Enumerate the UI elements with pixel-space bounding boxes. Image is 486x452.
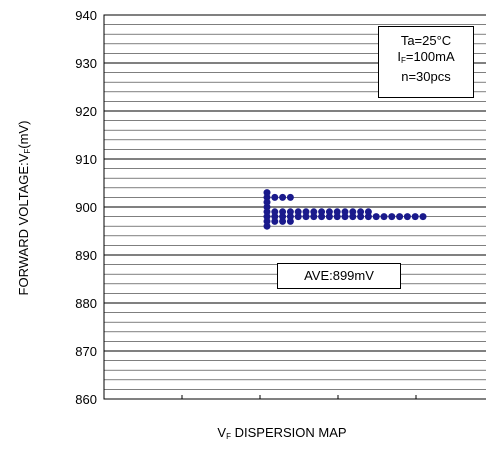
data-point	[294, 213, 302, 221]
data-point	[325, 213, 333, 221]
data-point	[263, 213, 271, 221]
data-point	[325, 208, 333, 216]
y-axis-label: FORWARD VOLTAGE:VF(mV)	[16, 120, 32, 296]
data-point	[318, 208, 326, 216]
x-axis-ticks	[181, 395, 417, 399]
data-point	[279, 213, 287, 221]
data-point	[263, 193, 271, 201]
y-tick-label: 920	[75, 104, 97, 119]
data-points	[263, 189, 427, 230]
data-point	[333, 208, 341, 216]
data-point	[279, 217, 287, 225]
conditions-annotation: Ta=25°C IF=100mA n=30pcs	[378, 26, 474, 98]
data-point	[364, 213, 372, 221]
data-point	[286, 208, 294, 216]
y-tick-labels: 860 870 880 890 900 910 920 930 940	[75, 8, 97, 407]
data-point	[271, 213, 279, 221]
y-tick-label: 880	[75, 296, 97, 311]
data-point	[271, 217, 279, 225]
data-point	[357, 213, 365, 221]
data-point	[263, 203, 271, 211]
data-point	[286, 213, 294, 221]
data-point	[302, 208, 310, 216]
data-point	[263, 222, 271, 230]
data-point	[286, 217, 294, 225]
data-point	[349, 213, 357, 221]
y-tick-label: 900	[75, 200, 97, 215]
data-point	[372, 213, 380, 221]
data-point	[419, 213, 427, 221]
data-point	[318, 213, 326, 221]
data-point	[302, 213, 310, 221]
data-point	[263, 198, 271, 206]
average-annotation: AVE:899mV	[277, 263, 401, 289]
data-point	[357, 208, 365, 216]
data-point	[263, 189, 271, 197]
data-point	[364, 208, 372, 216]
data-point	[263, 217, 271, 225]
data-point	[403, 213, 411, 221]
n-label: n=30pcs	[401, 69, 451, 84]
x-axis-label: VF DISPERSION MAP	[217, 425, 347, 441]
data-point	[310, 213, 318, 221]
plot-frame	[103, 14, 486, 400]
data-point	[263, 208, 271, 216]
data-point	[279, 193, 287, 201]
if-label: IF=100mA	[397, 49, 455, 65]
data-point	[271, 208, 279, 216]
y-tick-label: 910	[75, 152, 97, 167]
data-point	[380, 213, 388, 221]
y-tick-label: 940	[75, 8, 97, 23]
data-point	[310, 208, 318, 216]
data-point	[411, 213, 419, 221]
data-point	[279, 208, 287, 216]
data-point	[286, 193, 294, 201]
y-tick-label: 890	[75, 248, 97, 263]
data-point	[341, 208, 349, 216]
data-point	[271, 193, 279, 201]
ta-label: Ta=25°C	[400, 33, 452, 48]
data-point	[388, 213, 396, 221]
data-point	[294, 208, 302, 216]
data-point	[349, 208, 357, 216]
y-tick-label: 870	[75, 344, 97, 359]
y-tick-label: 860	[75, 392, 97, 407]
data-point	[341, 213, 349, 221]
data-point	[396, 213, 404, 221]
data-point	[333, 213, 341, 221]
y-tick-label: 930	[75, 56, 97, 71]
